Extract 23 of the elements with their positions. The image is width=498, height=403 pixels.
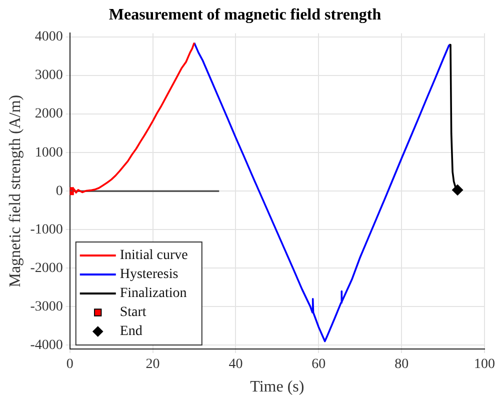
y-tick-label: 0: [56, 184, 63, 199]
y-tick-label: 3000: [34, 68, 63, 84]
y-axis-title: Magnetic field strength (A/m): [6, 94, 24, 288]
legend-label: End: [120, 324, 142, 340]
chart-title: Measurement of magnetic field strength: [108, 6, 382, 24]
legend-label: Start: [120, 305, 146, 320]
x-tick-label: 40: [228, 357, 243, 372]
y-tick-label: 1000: [34, 145, 63, 160]
legend-label: Hysteresis: [120, 267, 178, 282]
y-tick-label: 4000: [34, 30, 63, 45]
y-tick-label: -4000: [30, 338, 63, 353]
legend-label: Initial curve: [120, 248, 188, 264]
y-tick-label: -2000: [30, 260, 63, 276]
x-tick-label: 0: [66, 357, 74, 372]
x-axis-title: Time (s): [250, 378, 304, 396]
x-tick-label: 100: [474, 357, 495, 372]
x-tick-label: 60: [312, 357, 326, 372]
y-tick-label: -1000: [30, 222, 63, 238]
x-tick-label: 20: [146, 357, 160, 372]
y-tick-label: 2000: [34, 106, 63, 122]
y-tick-label: -3000: [30, 299, 63, 314]
x-tick-label: 80: [394, 357, 409, 372]
legend-label: Finalization: [120, 286, 187, 302]
